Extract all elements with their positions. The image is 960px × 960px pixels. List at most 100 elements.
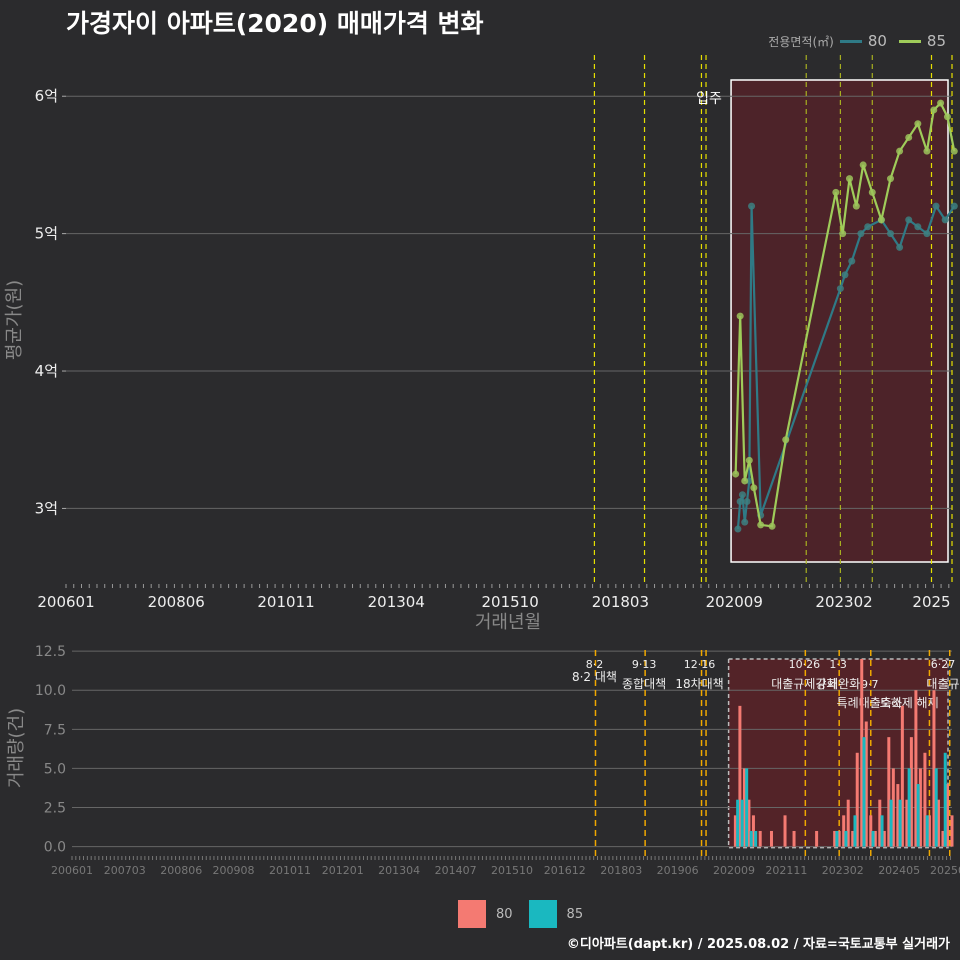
data-point-85 — [846, 175, 854, 183]
data-point-85 — [782, 436, 790, 444]
data-point-80 — [836, 285, 844, 293]
legend-label-85: 85 — [926, 32, 946, 50]
bar-85 — [853, 815, 857, 847]
bar-85 — [934, 768, 938, 847]
event-label: 대출규 — [926, 677, 959, 691]
event-label: 규제완화 — [816, 677, 860, 691]
y-tick-label: 6억 — [35, 87, 58, 105]
bar-80 — [891, 768, 895, 847]
x-tick-label: 201612 — [544, 864, 586, 877]
legend-bottom: 80 85 — [458, 900, 583, 928]
y-tick-label: 3억 — [35, 499, 58, 517]
x-axis-title: 거래년월 — [475, 612, 541, 633]
bar-80 — [905, 799, 909, 847]
x-tick-label: 202009 — [713, 864, 755, 877]
data-point-80 — [748, 202, 756, 210]
bar-80 — [846, 799, 850, 847]
x-tick-label: 201201 — [322, 864, 364, 877]
data-point-85 — [839, 230, 847, 238]
bar-85 — [862, 737, 866, 847]
event-label: 종합대책 — [622, 676, 666, 691]
data-point-85 — [930, 106, 938, 114]
x-tick-label: 201510 — [482, 593, 539, 611]
bar-80 — [833, 830, 837, 847]
bar-85 — [749, 830, 753, 847]
bar-80 — [733, 815, 737, 847]
data-point-80 — [932, 202, 940, 210]
x-tick-label: 202111 — [765, 864, 807, 877]
data-point-85 — [745, 456, 753, 464]
x-tick-label: 201407 — [435, 864, 477, 877]
data-point-80 — [923, 230, 931, 238]
data-point-80 — [941, 216, 949, 224]
bar-85 — [871, 830, 875, 847]
x-tick-label: 200601 — [51, 864, 93, 877]
legend-title: 전용면적(㎡) — [768, 34, 834, 49]
occupancy-region — [730, 79, 949, 563]
bar-85 — [889, 799, 893, 847]
data-point-80 — [841, 271, 849, 279]
x-tick-label: 201906 — [657, 864, 699, 877]
y-tick-label: 0.0 — [44, 840, 66, 856]
event-label: 8·2 대책 — [572, 669, 617, 684]
data-point-80 — [736, 498, 744, 506]
data-point-85 — [741, 477, 749, 485]
bar-80 — [873, 830, 877, 847]
x-tick-label: 201510 — [491, 864, 533, 877]
bar-80 — [769, 830, 773, 847]
event-label: 특례대출축소 — [837, 696, 903, 710]
data-point-85 — [943, 113, 951, 121]
x-tick-label: 200908 — [213, 864, 255, 877]
data-point-85 — [736, 312, 744, 320]
event-date: 10·26 — [789, 658, 821, 671]
volume-chart: 0.0 2.5 5.0 7.5 10.0 12.5 8·28·2 대책 9·13 종합대책 12·… — [6, 644, 960, 877]
bar-85 — [736, 799, 740, 847]
bar-80 — [864, 721, 868, 847]
data-point-85 — [896, 147, 904, 155]
bar-80 — [837, 830, 841, 847]
data-point-80 — [887, 230, 895, 238]
legend-bar-label-85: 85 — [566, 906, 584, 922]
data-point-85 — [937, 99, 945, 107]
legend-label-80: 80 — [867, 32, 887, 50]
footer-credit: ©디아파트(dapt.kr) / 2025.08.02 / 자료=국토교통부 실… — [566, 937, 950, 952]
price-chart: 3억 4억 5억 6억 입주 200601 200806 201011 201304 201510… — [4, 55, 958, 633]
data-point-85 — [859, 161, 867, 169]
series-line-80 — [736, 203, 956, 530]
x-tick-label: 201803 — [600, 864, 642, 877]
data-point-80 — [743, 498, 751, 506]
bar-80 — [860, 658, 864, 847]
bar-85 — [754, 830, 758, 847]
data-point-80 — [950, 202, 958, 210]
event-label: 토허제 해제 — [880, 696, 939, 710]
bar-80 — [887, 737, 891, 847]
event-date: 12·16 — [684, 658, 716, 671]
legend-line-80 — [839, 39, 862, 43]
x-tick-label: 201011 — [269, 864, 311, 877]
data-point-85 — [923, 147, 931, 155]
bar-80 — [842, 815, 846, 847]
x-tick-label: 202302 — [815, 593, 872, 611]
bar-80 — [747, 799, 751, 847]
bar-80 — [758, 830, 762, 847]
bar-80 — [936, 799, 940, 847]
y-tick-label: 4억 — [35, 362, 58, 380]
legend-line-85 — [898, 39, 921, 43]
bar-80 — [869, 815, 873, 847]
bar-80 — [927, 815, 931, 847]
bar-80 — [900, 705, 904, 847]
bar-80 — [945, 784, 949, 847]
bar-80 — [815, 830, 819, 847]
event-date: 1·3 — [829, 658, 847, 671]
event-date: 9·13 — [632, 658, 657, 671]
bar-85 — [880, 815, 884, 847]
bar-80 — [950, 815, 954, 847]
chart-title: 가경자이 아파트(2020) 매매가격 변화 — [66, 9, 484, 38]
bar-80 — [941, 830, 945, 847]
bar-80 — [751, 815, 755, 847]
data-point-85 — [877, 216, 885, 224]
event-date: 6·27 — [931, 658, 956, 671]
legend-swatch-80 — [458, 900, 486, 928]
bar-80 — [918, 768, 922, 847]
bar-85 — [835, 830, 839, 847]
